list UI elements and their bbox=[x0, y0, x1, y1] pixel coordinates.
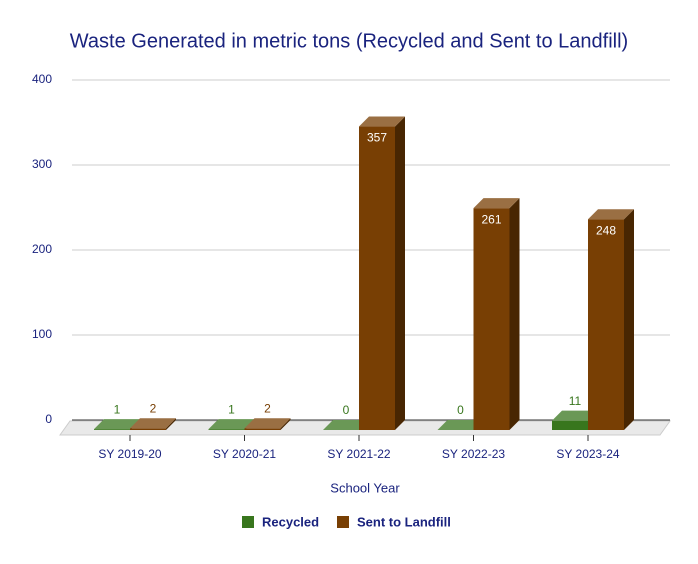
value-label: 248 bbox=[596, 223, 616, 237]
bar-front bbox=[208, 429, 245, 430]
y-tick-label: 300 bbox=[32, 157, 52, 171]
bar-side bbox=[280, 418, 291, 430]
bar-top bbox=[208, 419, 255, 430]
x-tick-label: SY 2020-21 bbox=[213, 447, 276, 461]
bar-top bbox=[437, 420, 484, 430]
bar-top bbox=[244, 418, 291, 429]
value-label: 261 bbox=[481, 212, 501, 226]
bar-side bbox=[509, 198, 520, 430]
value-label: 0 bbox=[343, 403, 350, 417]
bar-top bbox=[94, 419, 140, 430]
bar-top bbox=[588, 209, 634, 220]
x-tick-label: SY 2022-23 bbox=[442, 447, 505, 461]
bar-front bbox=[552, 420, 588, 430]
legend-swatch bbox=[242, 516, 254, 528]
bar-side bbox=[166, 418, 176, 430]
y-tick-label: 100 bbox=[32, 327, 52, 341]
bar-front bbox=[359, 126, 395, 431]
value-label: 0 bbox=[457, 403, 464, 417]
bar-side bbox=[395, 116, 405, 431]
legend-label: Sent to Landfill bbox=[357, 514, 451, 529]
value-label: 357 bbox=[367, 131, 387, 145]
bar-front bbox=[94, 429, 130, 430]
bar-front bbox=[473, 208, 510, 430]
bar-top bbox=[552, 410, 598, 421]
chart-title: Waste Generated in metric tons (Recycled… bbox=[70, 30, 628, 52]
legend-swatch bbox=[337, 516, 349, 528]
bar-top bbox=[130, 418, 176, 429]
bar-side bbox=[624, 209, 634, 430]
bar-front bbox=[130, 428, 166, 430]
x-tick-label: SY 2019-20 bbox=[98, 447, 161, 461]
value-label: 11 bbox=[569, 394, 582, 408]
value-label: 2 bbox=[150, 401, 157, 415]
x-axis-title: School Year bbox=[330, 480, 400, 495]
bar-front bbox=[244, 428, 281, 430]
value-label: 1 bbox=[228, 402, 235, 416]
bar-top bbox=[359, 116, 405, 127]
value-label: 1 bbox=[114, 402, 121, 416]
y-tick-label: 400 bbox=[32, 72, 52, 86]
bar-front bbox=[588, 219, 624, 430]
bar-top bbox=[473, 198, 520, 209]
legend-label: Recycled bbox=[262, 514, 319, 529]
y-tick-label: 0 bbox=[45, 412, 52, 426]
x-tick-label: SY 2023-24 bbox=[556, 447, 619, 461]
x-tick-label: SY 2021-22 bbox=[327, 447, 390, 461]
value-label: 2 bbox=[264, 401, 271, 415]
y-tick-label: 200 bbox=[32, 242, 52, 256]
bar-top bbox=[323, 420, 369, 430]
